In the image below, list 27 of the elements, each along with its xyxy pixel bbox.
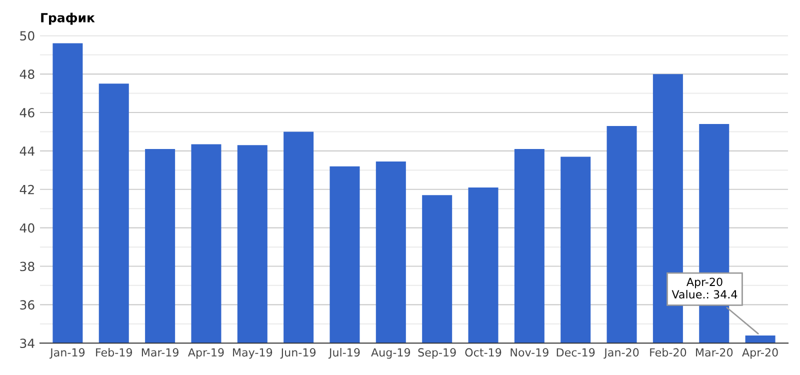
y-tick-label: 34 bbox=[20, 338, 34, 348]
x-tick-label: Apr-20 bbox=[742, 348, 778, 359]
annotation: Apr-20 Value.: 34.4 bbox=[672, 278, 738, 299]
y-tick-label: 38 bbox=[20, 262, 34, 272]
x-tick-label: Jan-19 bbox=[49, 348, 85, 359]
y-tick-label: 46 bbox=[20, 108, 34, 118]
x-tick-label: Aug-19 bbox=[371, 348, 410, 359]
y-tick-label: 36 bbox=[20, 300, 34, 310]
y-tick-label: 48 bbox=[20, 70, 34, 79]
x-tick-label: Nov-19 bbox=[510, 348, 548, 357]
x-tick-label: Feb-19 bbox=[96, 348, 132, 357]
y-tick-label: 40 bbox=[20, 223, 34, 233]
x-tick-label: Jan-20 bbox=[604, 348, 639, 359]
x-tick-label: Oct-19 bbox=[465, 348, 502, 357]
x-tick-label: May-19 bbox=[233, 348, 272, 359]
y-tick-label: 50 bbox=[20, 31, 34, 41]
x-tick-label: Jul-19 bbox=[328, 348, 360, 359]
x-tick-label: Mar-19 bbox=[142, 348, 178, 357]
x-tick-label: Jun-19 bbox=[280, 348, 316, 359]
x-tick-label: Feb-20 bbox=[650, 348, 686, 357]
chart-title: График bbox=[41, 12, 95, 25]
x-tick-label: Mar-20 bbox=[696, 348, 733, 357]
x-tick-label: Apr-19 bbox=[188, 348, 224, 359]
y-tick-label: 42 bbox=[20, 184, 34, 194]
x-tick-label: Dec-19 bbox=[556, 348, 595, 357]
y-tick-label: 44 bbox=[20, 146, 34, 156]
x-tick-label: Sep-19 bbox=[418, 348, 456, 359]
